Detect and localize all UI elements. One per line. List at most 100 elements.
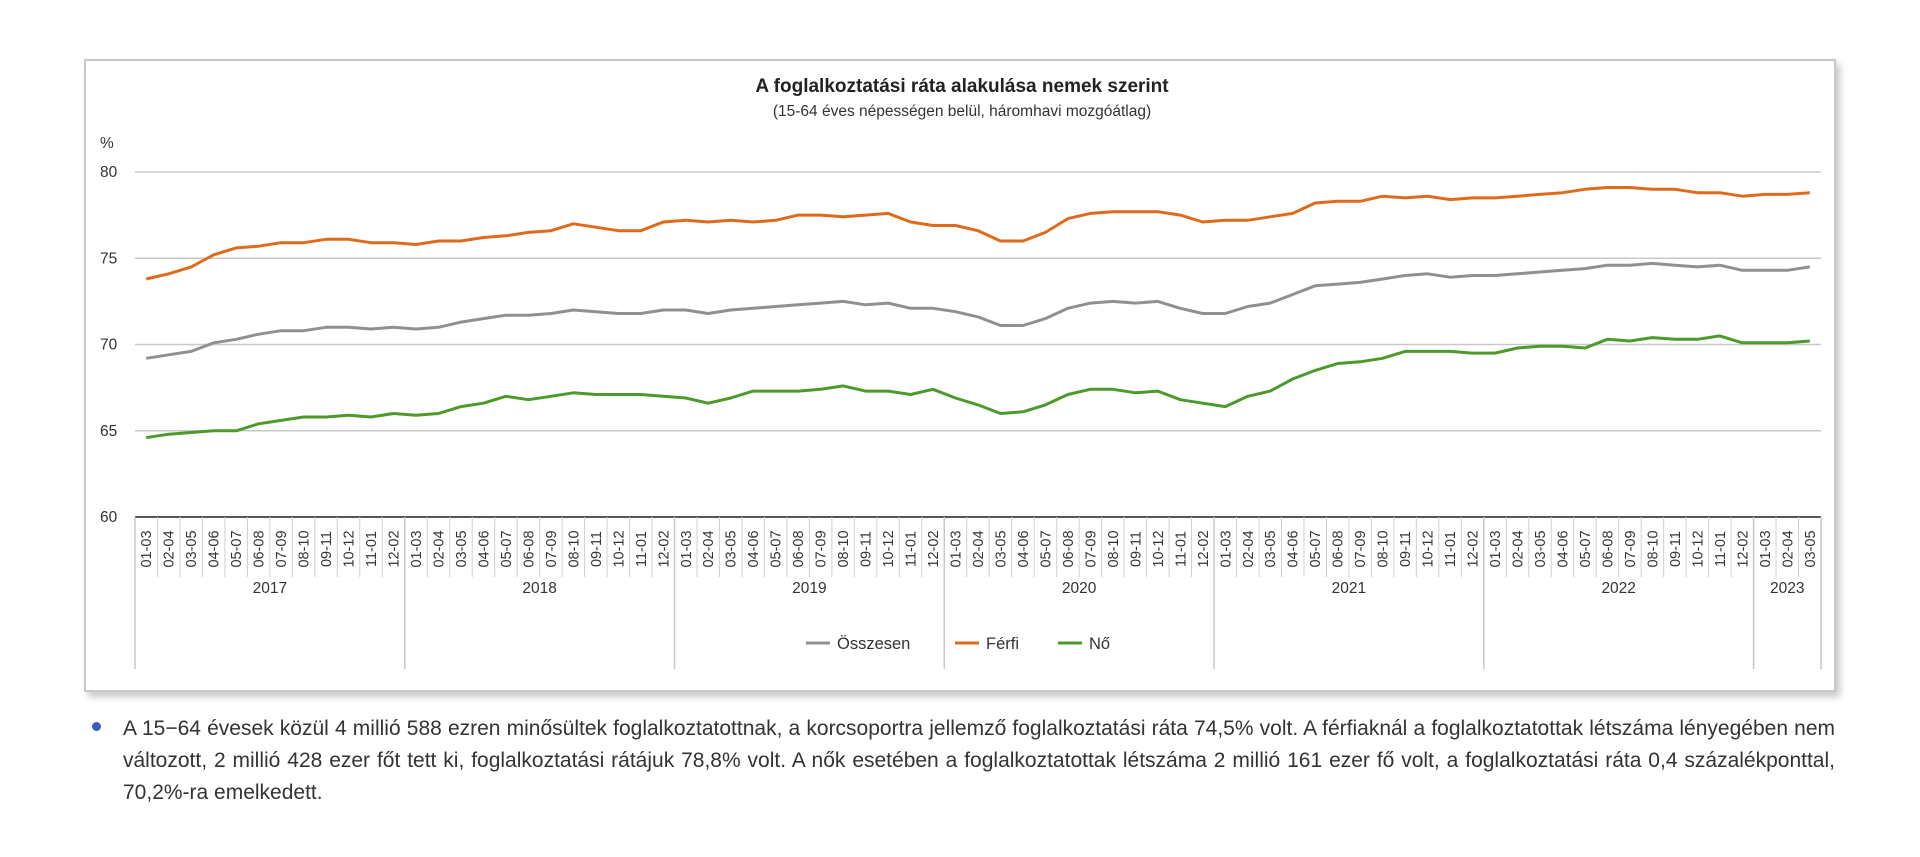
x-tick-label: 09-11 (1398, 531, 1414, 567)
x-tick-label: 06-08 (1600, 530, 1616, 567)
x-tick-label: 12-02 (1735, 530, 1751, 567)
x-tick-label: 10-12 (1690, 530, 1706, 567)
x-tick-label: 01-03 (409, 530, 425, 567)
x-tick-label: 05-07 (499, 530, 515, 567)
x-tick-label: 03-05 (724, 530, 740, 567)
x-tick-label: 09-11 (1668, 531, 1684, 567)
x-tick-label: 06-08 (521, 530, 537, 567)
x-tick-label: 07-09 (544, 530, 560, 567)
x-tick-label: 04-06 (746, 530, 762, 567)
x-tick-label: 05-07 (1038, 530, 1054, 567)
x-tick-label: 09-11 (1128, 531, 1144, 567)
x-tick-label: 04-06 (207, 530, 223, 567)
x-tick-label: 11-01 (634, 531, 650, 567)
x-tick-label: 08-10 (836, 530, 852, 567)
x-tick-label: 10-12 (1151, 530, 1167, 567)
chart-title: A foglalkoztatási ráta alakulása nemek s… (755, 76, 1169, 97)
x-tick-label: 01-03 (1218, 530, 1234, 567)
x-tick-label: 08-10 (1645, 530, 1661, 567)
year-label: 2021 (1332, 580, 1366, 597)
x-tick-label: 03-05 (993, 530, 1009, 567)
x-tick-label: 03-05 (1533, 530, 1549, 567)
x-tick-label: 07-09 (274, 530, 290, 567)
series-line-0 (145, 261, 1811, 360)
year-label: 2023 (1770, 580, 1804, 597)
x-tick-label: 03-05 (184, 530, 200, 567)
chart-subtitle: (15-64 éves népességen belül, háromhavi … (773, 103, 1151, 120)
x-tick-label: 04-06 (1016, 530, 1032, 567)
x-tick-label: 05-07 (1578, 530, 1594, 567)
legend-label: Összesen (837, 635, 910, 653)
x-tick-label: 11-01 (1713, 531, 1729, 567)
summary-paragraph: A 15−64 évesek közül 4 millió 588 ezren … (123, 717, 1835, 804)
y-tick-label: 70 (100, 337, 118, 354)
x-tick-label: 10-12 (342, 530, 358, 567)
y-tick-label: 60 (100, 509, 118, 526)
x-tick-label: 06-08 (791, 530, 807, 567)
x-tick-label: 07-09 (814, 530, 830, 567)
x-tick-label: 02-04 (701, 530, 717, 567)
x-tick-label: 02-04 (1511, 530, 1527, 567)
x-tick-label: 12-02 (387, 530, 403, 567)
x-tick-label: 09-11 (859, 531, 875, 567)
y-tick-label: 80 (100, 164, 118, 181)
x-tick-label: 02-04 (1241, 530, 1257, 567)
year-label: 2022 (1601, 580, 1635, 597)
legend-label: Nő (1089, 635, 1110, 653)
year-label: 2018 (522, 580, 556, 597)
x-tick-label: 08-10 (297, 530, 313, 567)
x-tick-label: 04-06 (1555, 530, 1571, 567)
year-label: 2017 (253, 580, 287, 597)
x-tick-label: 10-12 (1421, 530, 1437, 567)
x-tick-label: 02-04 (431, 530, 447, 567)
legend: Összesen Férfi Nő (806, 635, 1110, 653)
x-tick-label: 12-02 (1196, 530, 1212, 567)
legend-item[interactable]: Összesen (806, 635, 910, 653)
x-tick-label: 11-01 (1173, 531, 1189, 567)
x-tick-label: 07-09 (1623, 530, 1639, 567)
legend-item[interactable]: Férfi (955, 635, 1019, 653)
line-chart: A foglalkoztatási ráta alakulása nemek s… (100, 76, 1822, 669)
x-tick-label: 03-05 (1803, 530, 1819, 567)
gridlines (135, 171, 1821, 432)
x-tick-label: 01-03 (679, 530, 695, 567)
x-axis: 01-03 02-04 03-05 04-06 05-07 06-08 07-09 08-10… (134, 516, 1822, 669)
x-tick-label: 01-03 (139, 530, 155, 567)
x-tick-label: 07-09 (1353, 530, 1369, 567)
x-tick-label: 05-07 (229, 530, 245, 567)
x-tick-label: 09-11 (589, 531, 605, 567)
x-tick-label: 09-11 (319, 531, 335, 567)
y-axis-ticks: 60 65 70 75 80 (100, 164, 118, 526)
y-axis-unit-label: % (100, 135, 114, 152)
x-tick-label: 05-07 (769, 530, 785, 567)
x-tick-label: 12-02 (1466, 530, 1482, 567)
x-tick-label: 05-07 (1308, 530, 1324, 567)
x-tick-label: 04-06 (1286, 530, 1302, 567)
series-line-2 (145, 334, 1810, 440)
series-line-1 (145, 186, 1810, 281)
x-tick-label: 02-04 (971, 530, 987, 567)
x-tick-label: 01-03 (1758, 530, 1774, 567)
x-tick-label: 04-06 (476, 530, 492, 567)
y-tick-label: 75 (100, 250, 117, 267)
legend-label: Férfi (986, 635, 1019, 653)
x-tick-label: 06-08 (252, 530, 268, 567)
x-tick-label: 10-12 (611, 530, 627, 567)
x-tick-label: 06-08 (1061, 530, 1077, 567)
year-label: 2020 (1062, 580, 1097, 597)
series-lines (145, 186, 1811, 440)
x-tick-label: 02-04 (162, 530, 178, 567)
x-tick-label: 10-12 (881, 530, 897, 567)
x-tick-label: 08-10 (1106, 530, 1122, 567)
y-tick-label: 65 (100, 423, 117, 440)
chart-container: A foglalkoztatási ráta alakulása nemek s… (84, 59, 1836, 692)
legend-item[interactable]: Nő (1058, 635, 1110, 653)
x-tick-label: 03-05 (454, 530, 470, 567)
x-tick-label: 08-10 (566, 530, 582, 567)
x-tick-label: 07-09 (1083, 530, 1099, 567)
x-tick-label: 03-05 (1263, 530, 1279, 567)
year-label: 2019 (792, 580, 826, 597)
x-tick-label: 12-02 (926, 530, 942, 567)
x-tick-label: 08-10 (1376, 530, 1392, 567)
x-tick-label: 02-04 (1780, 530, 1796, 567)
